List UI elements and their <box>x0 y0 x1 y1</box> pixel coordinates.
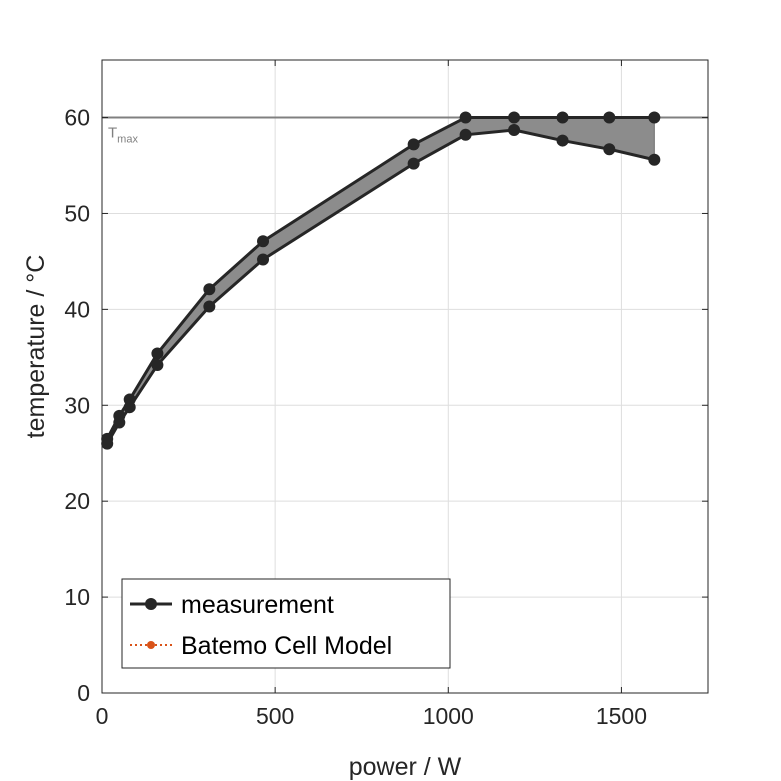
y-tick-label: 30 <box>64 392 90 418</box>
measurement-upper-point <box>203 283 216 296</box>
legend-label-batemo-cell-model: Batemo Cell Model <box>181 632 392 660</box>
measurement-lower-point <box>648 153 661 166</box>
y-tick-label: 0 <box>77 680 90 706</box>
tmax-label-main: T <box>108 125 117 142</box>
y-axis-label: temperature / °C <box>22 255 50 439</box>
x-tick-label: 0 <box>96 703 109 729</box>
plot-area-border <box>101 59 709 694</box>
measurement-upper-line <box>105 116 655 440</box>
measurement-upper-point <box>556 111 569 124</box>
y-tick-label: 60 <box>64 105 90 131</box>
measurement-lower-point <box>508 124 521 137</box>
measurement-upper-point <box>648 111 661 124</box>
y-tick-label: 50 <box>64 200 90 226</box>
x-tick-label: 1000 <box>423 703 474 729</box>
series-lines <box>105 116 655 445</box>
legend-item-batemo-cell-model: Batemo Cell Model <box>130 632 392 660</box>
tmax-label-sub: max <box>117 134 138 146</box>
measurement-lower-point <box>603 143 616 156</box>
legend-marker-batemo-cell-model <box>147 641 155 649</box>
y-tick-label: 20 <box>64 488 90 514</box>
measurement-lower-point <box>113 416 126 429</box>
axis-ticks: 0 500 1000 1500 0 10 20 30 40 50 60 <box>64 60 708 729</box>
measurement-lower-point <box>151 358 164 371</box>
tmax-label: Tmax <box>108 125 138 146</box>
measurement-lower-point <box>556 134 569 147</box>
measurement-upper-point <box>257 235 270 248</box>
measurement-upper-point <box>459 111 472 124</box>
x-tick-label: 1500 <box>596 703 647 729</box>
legend-item-measurement: measurement <box>130 591 334 619</box>
measurement-upper-point <box>603 111 616 124</box>
measurement-upper-point <box>508 111 521 124</box>
legend-label-measurement: measurement <box>181 591 334 619</box>
y-tick-label: 10 <box>64 584 90 610</box>
x-tick-label: 500 <box>256 703 294 729</box>
measurement-upper-point <box>407 138 420 151</box>
series-markers <box>101 111 661 450</box>
x-axis-label: power / W <box>349 753 462 781</box>
legend-marker-measurement <box>145 598 157 610</box>
legend-box <box>121 578 451 669</box>
measurement-lower-point <box>459 128 472 141</box>
measurement-lower-point <box>123 401 136 414</box>
legend: measurement Batemo Cell Model <box>121 578 451 669</box>
y-tick-label: 40 <box>64 296 90 322</box>
measurement-lower-point <box>407 157 420 170</box>
measurement-lower-point <box>257 253 270 266</box>
measurement-lower-point <box>101 437 114 450</box>
measurement-lower-point <box>203 300 216 313</box>
measurement-upper-point <box>151 347 164 360</box>
